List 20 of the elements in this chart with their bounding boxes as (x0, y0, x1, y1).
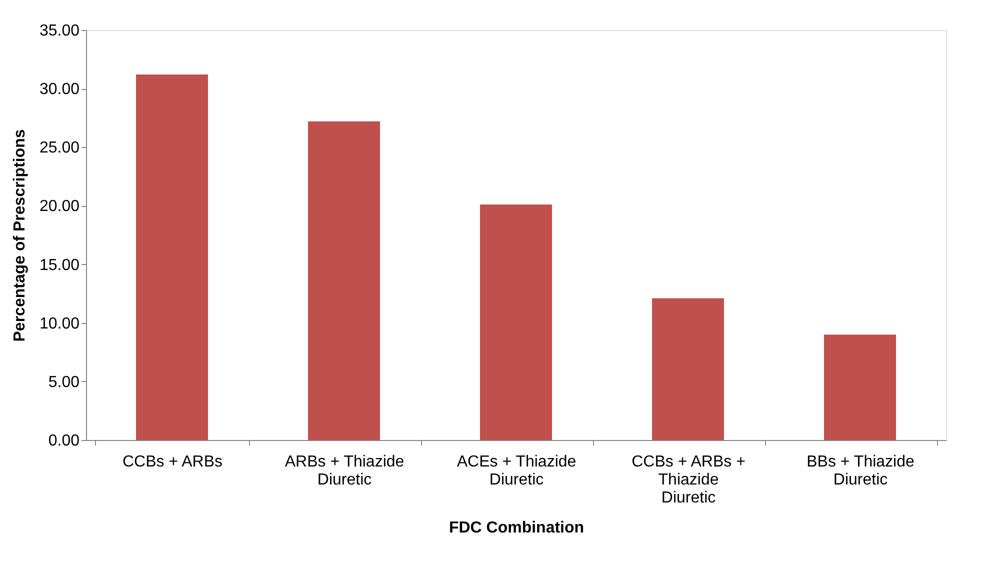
bar (308, 121, 380, 440)
y-tick-label: 25.00 (39, 140, 80, 157)
bar (824, 334, 896, 440)
x-axis-title: FDC Combination (448, 520, 584, 536)
y-tick-label: 30.00 (39, 81, 80, 98)
y-tick-label: 10.00 (39, 315, 80, 332)
y-tick-label: 15.00 (39, 256, 80, 274)
bar (652, 298, 724, 440)
x-tick-label: ACEs + Thiazide Diuretic (456, 454, 576, 488)
x-tick-label: CCBs + ARBs (122, 454, 223, 470)
x-tick-label: ARBs + Thiazide Diuretic (284, 454, 404, 488)
bar (480, 204, 552, 440)
bar (136, 74, 208, 440)
x-tick-label: BBs + Thiazide Diuretic (806, 454, 914, 488)
y-tick-label: 20.00 (39, 198, 80, 216)
y-tick-label: 35.00 (39, 22, 80, 40)
y-tick-label: 0.00 (48, 432, 80, 450)
y-tick-label: 5.00 (48, 374, 80, 391)
y-axis-title: Percentage of Prescriptions (11, 129, 28, 342)
x-tick-label: CCBs + ARBs + Thiazide Diuretic (632, 454, 746, 506)
